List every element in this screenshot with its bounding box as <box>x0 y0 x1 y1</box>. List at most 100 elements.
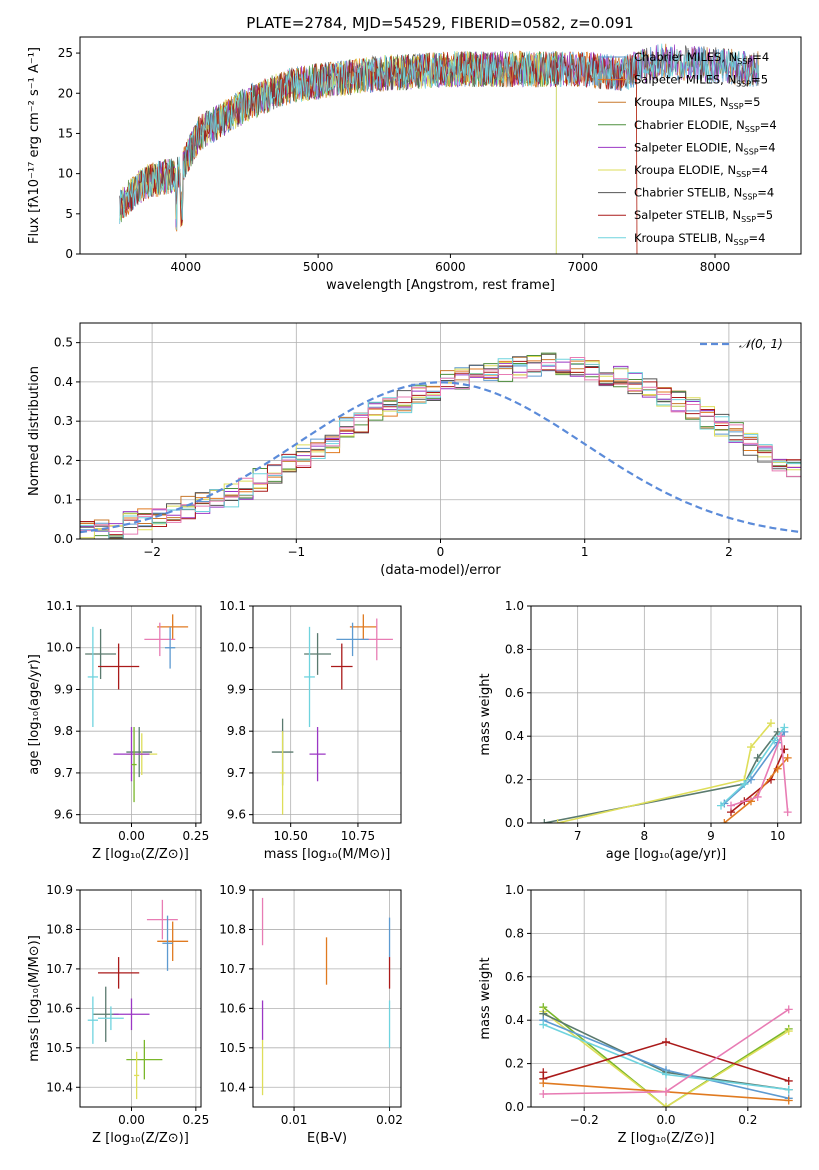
errorbar-point <box>126 727 153 778</box>
y-tick-label: 0.1 <box>54 493 73 507</box>
y-tick-label: 10.1 <box>219 599 246 613</box>
y-tick-label: 0.8 <box>505 926 524 940</box>
x-tick-label: 1 <box>581 545 589 559</box>
cross-marker <box>767 719 775 728</box>
x-axis-label: mass [log₁₀(M/M⊙)] <box>264 847 391 862</box>
y-axis-label: Normed distribution <box>27 366 42 496</box>
cross-marker <box>539 1089 548 1098</box>
cross-marker <box>662 1087 670 1096</box>
cross-marker <box>770 736 779 745</box>
cross-marker <box>720 819 729 823</box>
x-tick-label: 0 <box>437 545 445 559</box>
y-tick-label: 9.7 <box>54 766 73 780</box>
y-tick-label: 5 <box>65 207 73 221</box>
x-axis-label: wavelength [Angstrom, rest frame] <box>326 278 555 293</box>
x-tick-label: 6000 <box>435 260 466 274</box>
chart-title: PLATE=2784, MJD=54529, FIBERID=0582, z=0… <box>246 14 633 32</box>
errorbar-point <box>304 633 332 675</box>
cross-marker <box>740 779 749 788</box>
weight-line <box>730 735 789 813</box>
errorbar-point <box>134 1051 140 1100</box>
y-tick-label: 10 <box>58 167 73 181</box>
y-tick-label: 0.6 <box>505 686 524 700</box>
legend-entry: Chabrier STELIB, NSSP=4 <box>634 186 774 202</box>
x-axis-label: Z [log₁₀(Z/Z⊙)] <box>618 1131 715 1146</box>
y-tick-label: 1.0 <box>505 883 524 897</box>
y-tick-label: 9.9 <box>54 682 73 696</box>
cross-marker <box>784 1096 793 1105</box>
legend-tail: =5 <box>744 95 761 109</box>
y-tick-label: 10.5 <box>46 1041 73 1055</box>
legend-tail: =4 <box>751 163 768 177</box>
axes-frame <box>79 36 802 255</box>
errorbar-point <box>279 731 286 815</box>
y-tick-label: 10.8 <box>219 922 246 936</box>
plot-content <box>539 1003 793 1107</box>
plot-panel-5: 7 8 9 10 0.0 0.2 0.4 0.6 0.8 1.0 age [log₁₀(age/yr… <box>478 599 802 862</box>
x-axis-label: Z [log₁₀(Z/Z⊙)] <box>92 1131 189 1146</box>
y-tick-label: 10.9 <box>219 883 246 897</box>
y-tick-label: 0.0 <box>505 816 524 830</box>
cross-marker <box>780 723 789 732</box>
y-tick-label: 10.7 <box>46 962 73 976</box>
cross-marker <box>753 792 762 801</box>
plot-panel-6: 0.00 0.25 10.4 10.5 10.6 10.7 10.8 10.9 Z [log₁₀… <box>27 883 209 1146</box>
legend-subscript: SSP <box>736 170 751 179</box>
y-tick-label: 10.4 <box>46 1080 73 1094</box>
legend-entry: Salpeter ELODIE, NSSP=4 <box>634 140 776 156</box>
axes-frame <box>252 889 402 1108</box>
plot-content <box>271 614 393 815</box>
plot-content <box>540 719 792 823</box>
y-tick-label: 25 <box>58 46 73 60</box>
errorbar-point <box>131 727 137 803</box>
legend-subscript: SSP <box>737 57 752 66</box>
x-tick-label: 10.50 <box>273 829 307 843</box>
legend-subscript: SSP <box>734 238 749 247</box>
cross-marker <box>747 775 755 784</box>
legend-tail: =5 <box>751 73 768 87</box>
plot-panel-3: 0.00 0.25 9.6 9.7 9.8 9.9 10.0 10.1 Z [log₁₀(Z/Z… <box>27 599 209 862</box>
x-tick-label: −1 <box>287 545 305 559</box>
y-tick-label: 10.8 <box>46 922 73 936</box>
weight-line <box>544 731 779 823</box>
spectrum-line <box>119 43 760 231</box>
plot-content <box>85 614 189 803</box>
cross-marker <box>753 753 762 762</box>
x-tick-label: 0.2 <box>738 1113 757 1127</box>
axes-frame <box>252 605 402 824</box>
x-tick-label: 2 <box>725 545 733 559</box>
plot-panel-8: −0.2 0.0 0.2 0.0 0.2 0.4 0.6 0.8 1.0 Z [log₁₀(Z/Z… <box>478 883 802 1146</box>
x-tick-label: 9 <box>707 829 715 843</box>
y-tick-label: 0.0 <box>505 1100 524 1114</box>
axes-frame <box>79 889 202 1108</box>
cross-marker <box>539 1020 548 1029</box>
errorbar-point <box>98 1006 124 1031</box>
y-tick-label: 0.3 <box>54 414 73 428</box>
x-tick-label: −0.2 <box>570 1113 599 1127</box>
legend-tail: =4 <box>757 186 774 200</box>
y-tick-label: 0.4 <box>505 1013 524 1027</box>
cross-marker <box>717 801 725 810</box>
x-tick-label: −2 <box>143 545 161 559</box>
x-tick-label: 7000 <box>567 260 598 274</box>
y-tick-label: 9.8 <box>227 724 246 738</box>
legend-subscript: SSP <box>742 193 757 202</box>
legend-tail: =4 <box>760 118 777 132</box>
x-axis-label: (data-model)/error <box>380 563 501 578</box>
cross-marker <box>662 1070 670 1079</box>
errorbar-point <box>126 1039 163 1080</box>
cross-marker <box>784 1076 793 1085</box>
cross-marker <box>662 1103 670 1107</box>
y-tick-label: 9.9 <box>227 682 246 696</box>
plot-content <box>80 352 801 539</box>
x-tick-label: 0.00 <box>118 829 145 843</box>
y-tick-label: 15 <box>58 126 73 140</box>
cross-marker <box>784 1005 793 1014</box>
errorbar-point <box>304 626 315 728</box>
y-tick-label: 9.6 <box>54 808 73 822</box>
x-tick-label: 5000 <box>303 260 334 274</box>
cross-marker <box>727 801 735 810</box>
errorbar-point <box>331 643 353 690</box>
y-tick-label: 10.6 <box>219 1001 246 1015</box>
errorbar-point <box>98 957 140 989</box>
